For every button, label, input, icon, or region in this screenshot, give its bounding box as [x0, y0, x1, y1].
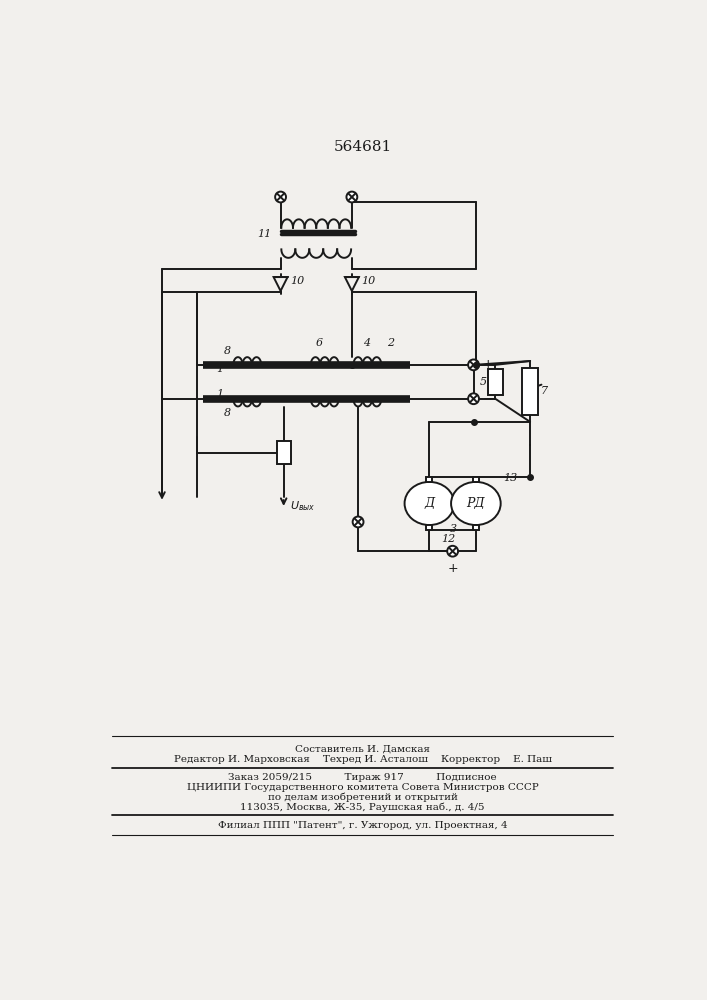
Text: 10: 10: [290, 276, 304, 286]
Bar: [522, 368, 538, 415]
Circle shape: [468, 393, 479, 404]
Text: $U_{выx}$: $U_{выx}$: [290, 500, 315, 513]
Text: Заказ 2059/215          Тираж 917          Подписное: Заказ 2059/215 Тираж 917 Подписное: [228, 773, 497, 782]
Text: 1: 1: [216, 364, 223, 374]
Text: −: −: [483, 392, 494, 406]
Bar: [276, 441, 291, 464]
Text: 564681: 564681: [334, 140, 392, 154]
Text: Редактор И. Марховская    Техред И. Асталош    Корректор    Е. Паш: Редактор И. Марховская Техред И. Асталош…: [174, 755, 551, 764]
Circle shape: [275, 192, 286, 202]
Text: 10: 10: [361, 276, 375, 286]
Text: 7: 7: [541, 386, 548, 396]
Bar: [473, 477, 479, 482]
Text: по делам изобретений и открытий: по делам изобретений и открытий: [268, 793, 457, 802]
Circle shape: [346, 192, 357, 202]
Text: 5: 5: [480, 377, 487, 387]
Text: 3: 3: [450, 524, 457, 534]
Text: 8: 8: [224, 346, 231, 356]
Bar: [488, 369, 503, 395]
Text: 2: 2: [387, 338, 394, 348]
Bar: [426, 477, 433, 482]
Text: ЦНИИПИ Государственного комитета Совета Министров СССР: ЦНИИПИ Государственного комитета Совета …: [187, 783, 539, 792]
Text: 9: 9: [280, 448, 287, 458]
Ellipse shape: [451, 482, 501, 525]
Text: Составитель И. Дамская: Составитель И. Дамская: [296, 745, 431, 754]
Text: 12: 12: [441, 534, 455, 544]
Text: 1: 1: [216, 389, 223, 399]
Text: РД: РД: [467, 497, 485, 510]
Ellipse shape: [404, 482, 454, 525]
Circle shape: [353, 517, 363, 527]
Bar: [426, 525, 433, 530]
Text: Д: Д: [424, 497, 434, 510]
Text: 4: 4: [363, 338, 370, 348]
Text: 11: 11: [257, 229, 271, 239]
Bar: [473, 525, 479, 530]
Text: Филиал ППП "Патент", г. Ужгород, ул. Проектная, 4: Филиал ППП "Патент", г. Ужгород, ул. Про…: [218, 821, 508, 830]
Circle shape: [448, 546, 458, 557]
Text: +: +: [483, 358, 493, 371]
Text: 13: 13: [503, 473, 518, 483]
Circle shape: [468, 359, 479, 370]
Text: 6: 6: [315, 338, 322, 348]
Text: 8: 8: [224, 408, 231, 418]
Text: 113035, Москва, Ж-35, Раушская наб., д. 4/5: 113035, Москва, Ж-35, Раушская наб., д. …: [240, 803, 485, 812]
Text: +: +: [448, 562, 458, 575]
